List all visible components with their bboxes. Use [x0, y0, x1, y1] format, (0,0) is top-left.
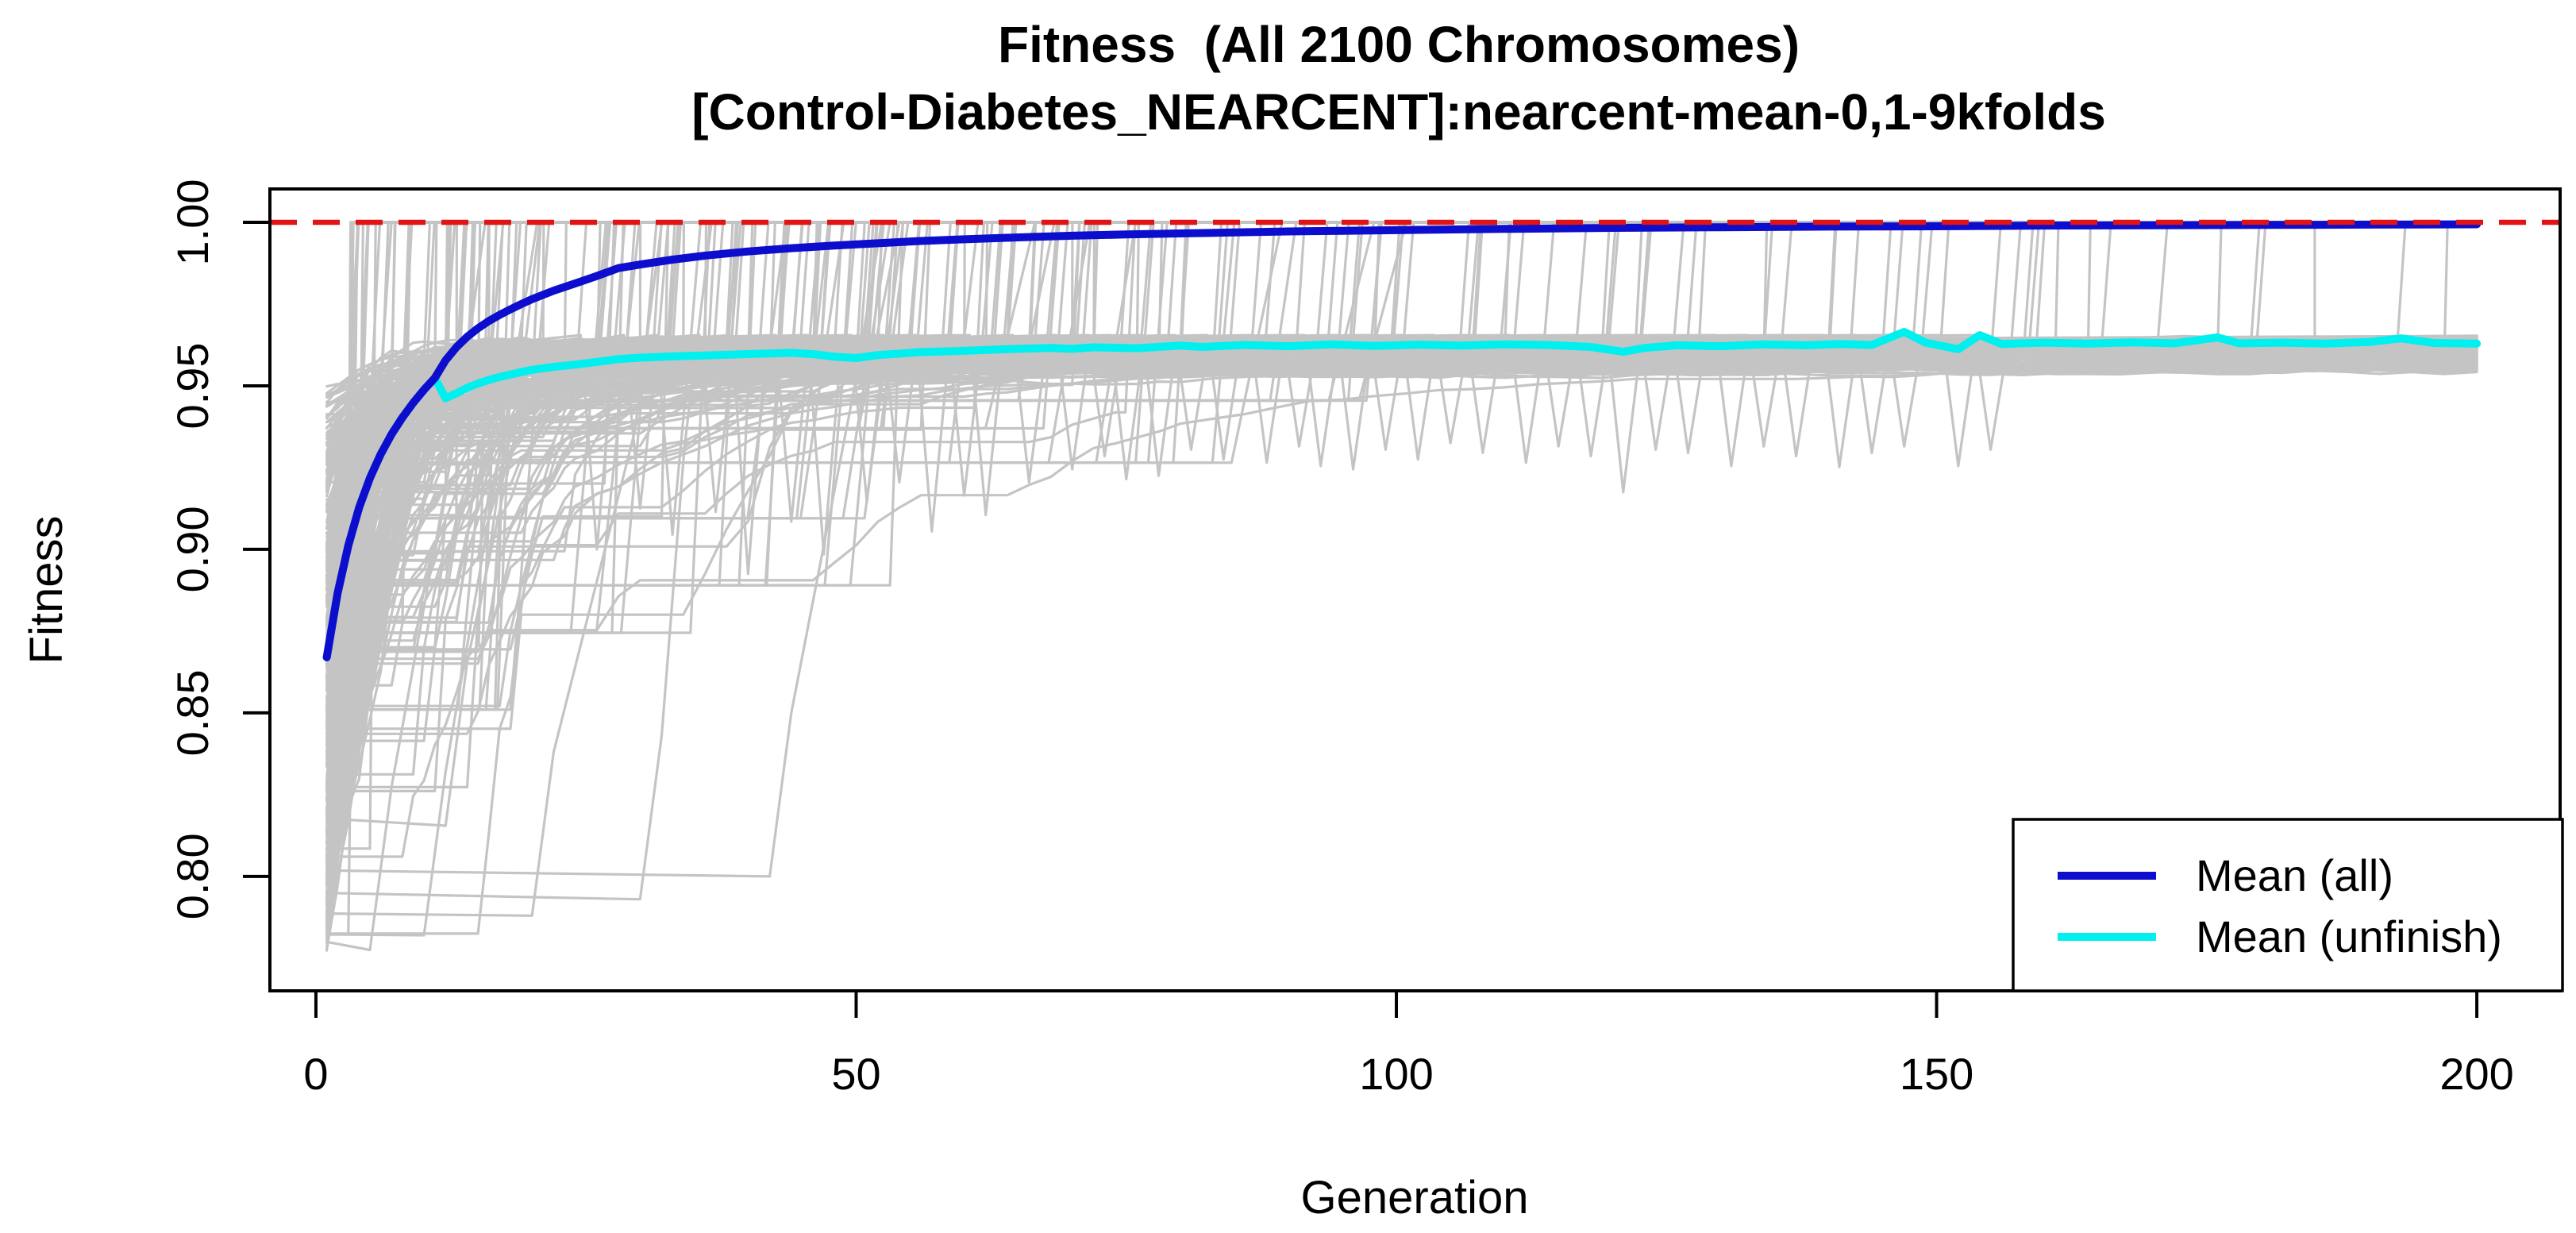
chromosome-trace — [325, 368, 2478, 846]
chromosome-trace — [325, 221, 2478, 600]
y-tick-label: 0.95 — [167, 343, 218, 430]
chromosome-trace — [325, 221, 2478, 624]
plot-frame — [268, 187, 2562, 992]
chromosome-trace — [325, 221, 2478, 668]
chromosome-trace — [325, 221, 2478, 784]
chromosome-trace — [325, 221, 2478, 906]
chromosome-trace — [325, 221, 2478, 665]
legend-label-mean-all: Mean (all) — [2196, 850, 2393, 900]
chromosome-trace — [325, 341, 2478, 444]
y-tick-label: 0.90 — [167, 506, 218, 592]
chromosome-trace — [325, 363, 2478, 679]
x-tick-label: 100 — [1359, 1049, 1433, 1099]
x-axis-label: Generation — [1301, 1172, 1529, 1223]
chart-subtitle: [Control-Diabetes_NEARCENT]:nearcent-mea… — [691, 83, 2106, 141]
chromosome-trace — [325, 221, 2478, 639]
y-axis-label: Fitness — [21, 516, 72, 665]
chromosome-trace — [325, 221, 2478, 865]
x-tick-label: 150 — [1900, 1049, 1973, 1099]
chromosome-trace — [325, 221, 2478, 653]
chromosome-trace — [325, 221, 2478, 571]
chromosome-trace — [325, 221, 2478, 649]
mean-lines — [322, 220, 2482, 661]
chromosome-trace — [325, 221, 2478, 634]
chromosome-trace — [325, 363, 2478, 900]
chromosome-trace — [325, 221, 2478, 665]
chromosome-trace — [325, 221, 2478, 599]
legend-label-mean-unfinish: Mean (unfinish) — [2196, 911, 2502, 961]
chromosome-trace — [325, 221, 2478, 665]
chromosome-trace — [325, 337, 2478, 818]
legend: Mean (all) Mean (unfinish) — [2012, 818, 2564, 992]
chromosome-trace — [325, 221, 2478, 671]
y-tick-label: 1.00 — [167, 179, 218, 266]
chromosome-trace — [325, 221, 2478, 684]
y-tick-label: 0.85 — [167, 669, 218, 756]
chart-title: Fitness (All 2100 Chromosomes) — [998, 16, 1800, 73]
chromosome-trace — [325, 333, 2478, 833]
x-tick-label: 50 — [831, 1049, 880, 1099]
legend-box — [2012, 818, 2564, 992]
chromosome-trace — [325, 221, 2478, 690]
chromosome-trace — [325, 221, 2478, 445]
y-tick-label: 0.80 — [167, 833, 218, 919]
x-tick-label: 0 — [303, 1049, 328, 1099]
chromosome-trace — [325, 221, 2478, 668]
axes: 0 50 100 150 200 0.80 0.85 0.90 0.95 1.00 — [167, 179, 2514, 1100]
chromosome-trace — [325, 221, 2478, 572]
chromosome-trace — [325, 221, 2478, 444]
chromosome-trace — [325, 221, 2478, 846]
mean-all-line — [322, 220, 2482, 661]
chromosome-trace — [325, 221, 2478, 917]
x-tick-label: 200 — [2439, 1049, 2513, 1099]
chromosome-trace — [325, 221, 2478, 689]
chromosome-trace — [325, 221, 2478, 857]
chromosome-trace — [325, 221, 2478, 656]
chromosome-trace — [325, 221, 2478, 660]
mean-unfinish-line — [322, 328, 2482, 661]
chromosome-trace — [325, 221, 2478, 596]
